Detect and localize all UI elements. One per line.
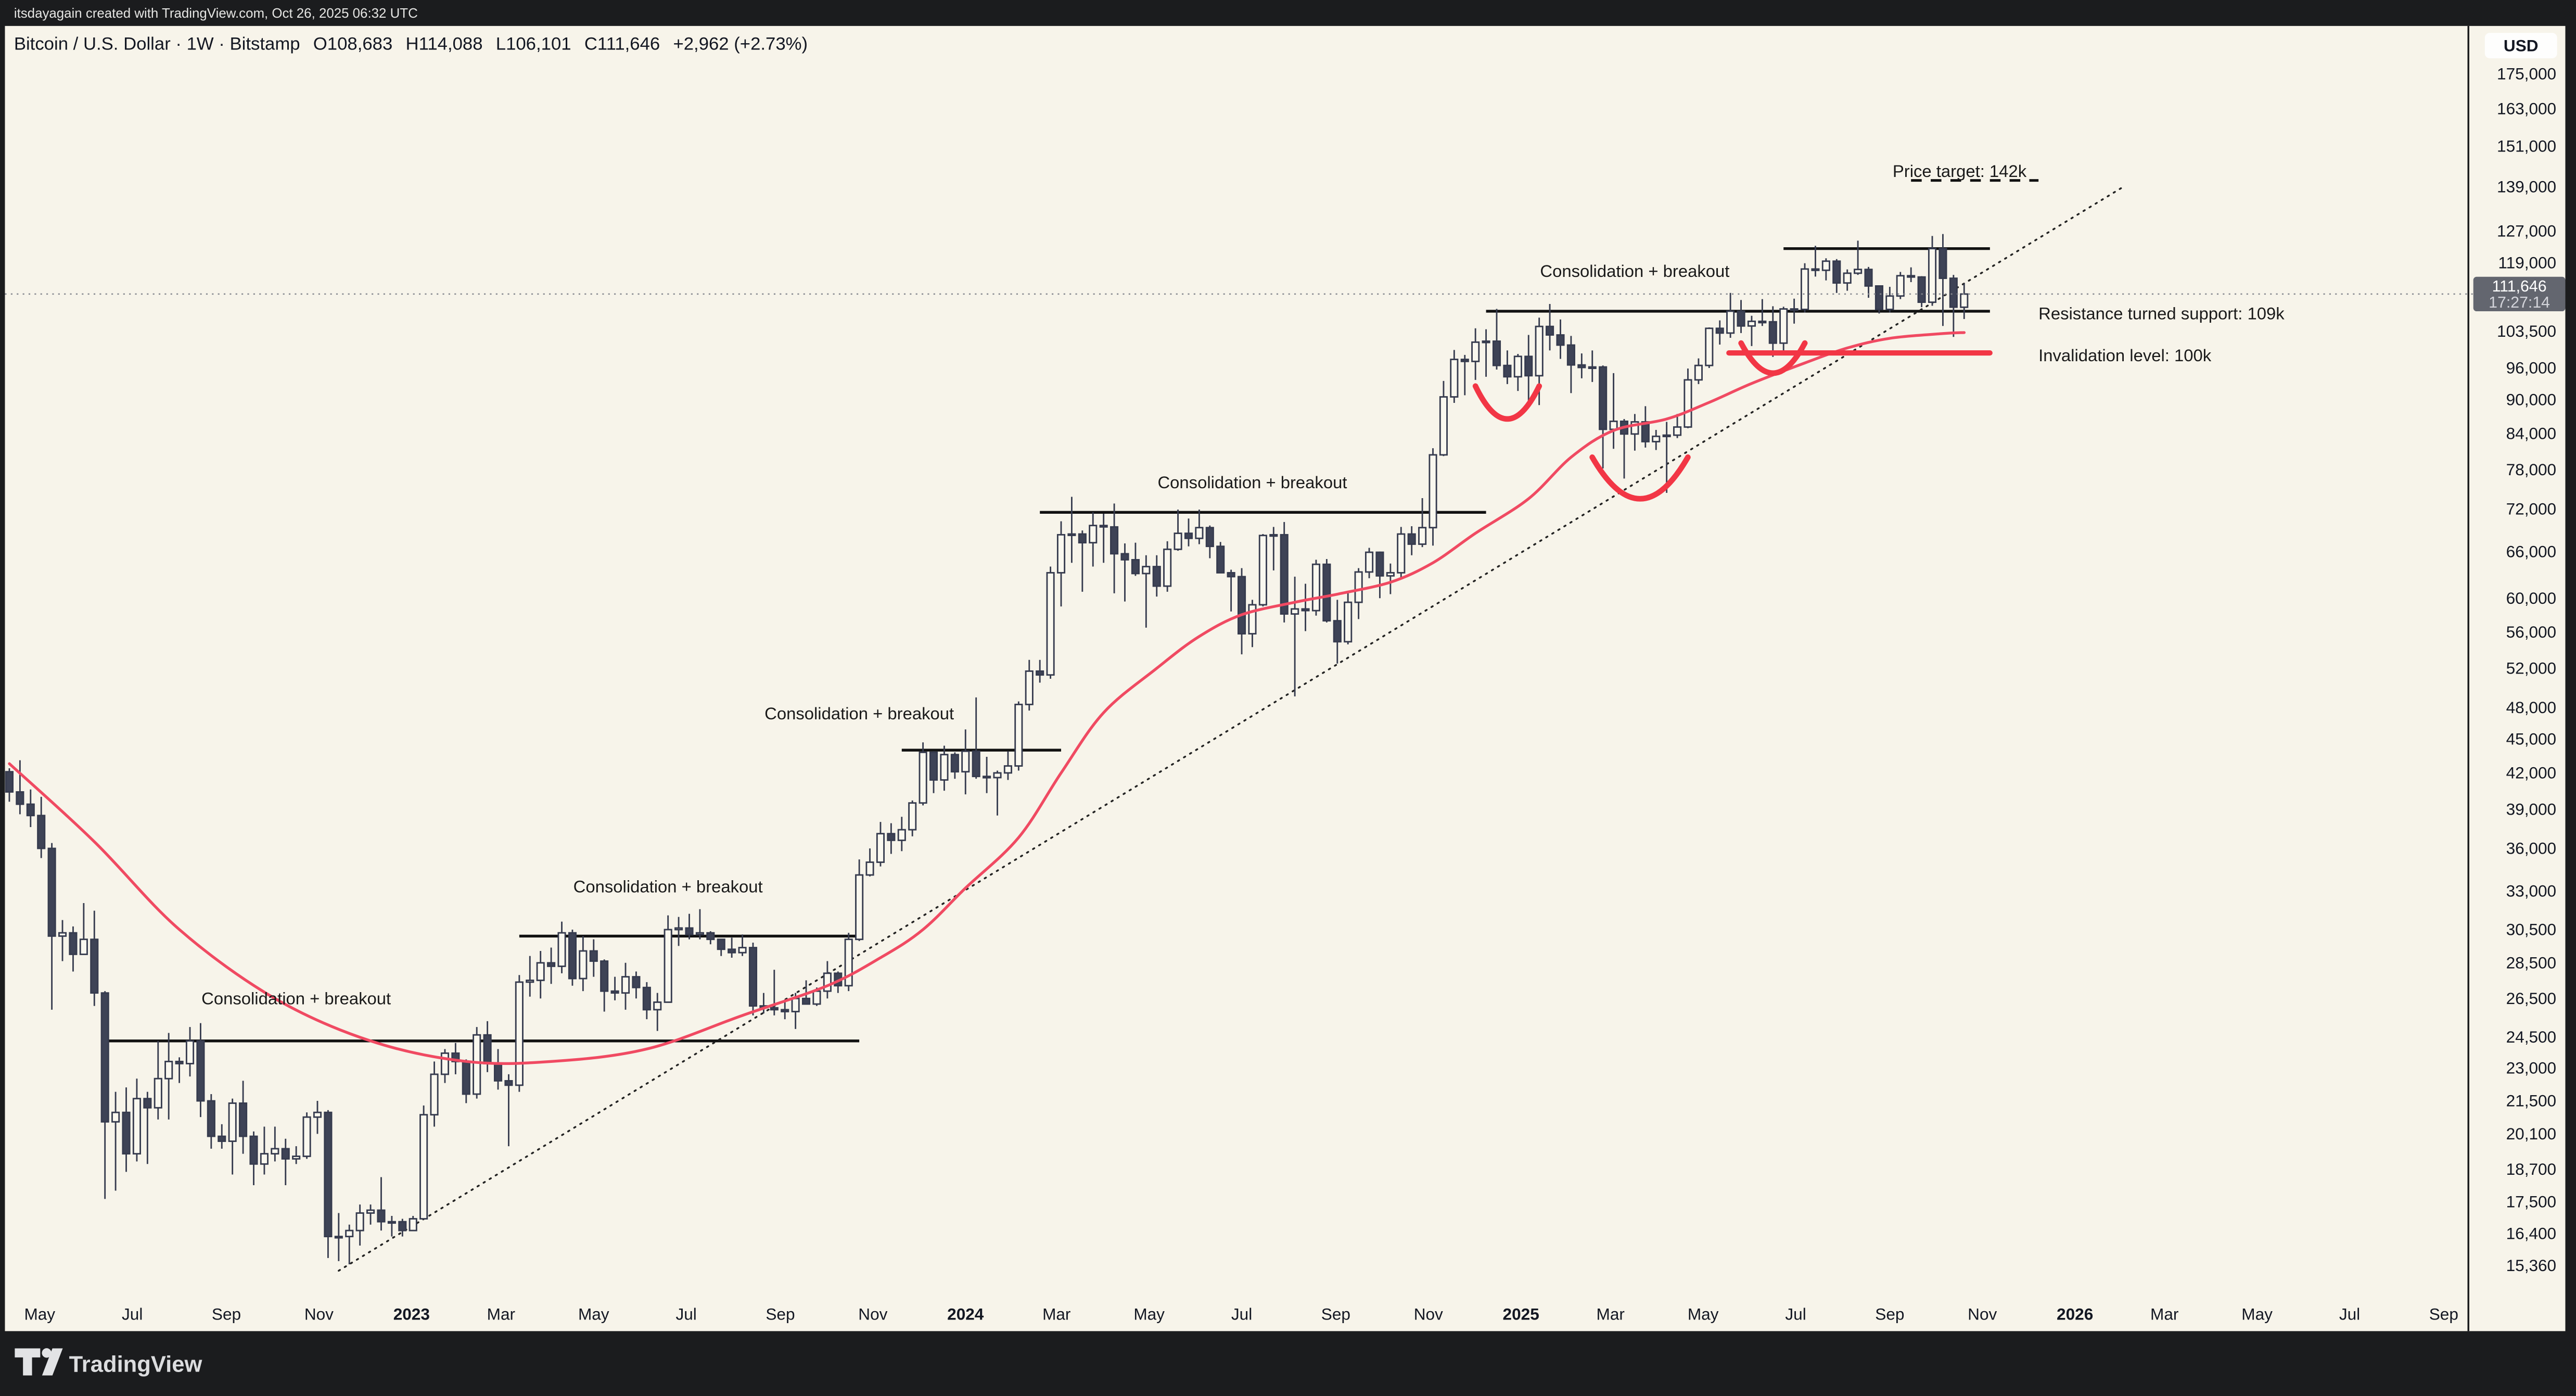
bottom-brand-band xyxy=(0,1331,2576,1396)
chart-annotation: Consolidation + breakout xyxy=(1540,261,1729,281)
svg-text:163,000: 163,000 xyxy=(2497,99,2556,118)
svg-text:Nov: Nov xyxy=(1968,1304,1997,1323)
svg-text:151,000: 151,000 xyxy=(2497,137,2556,156)
svg-text:Jul: Jul xyxy=(675,1304,696,1323)
chart-annotation: Consolidation + breakout xyxy=(1157,473,1347,492)
svg-text:Nov: Nov xyxy=(304,1304,334,1323)
svg-text:42,000: 42,000 xyxy=(2506,764,2557,782)
svg-text:2024: 2024 xyxy=(947,1304,984,1323)
svg-text:39,000: 39,000 xyxy=(2506,799,2557,818)
svg-text:Nov: Nov xyxy=(858,1304,887,1323)
svg-text:90,000: 90,000 xyxy=(2506,390,2557,409)
svg-text:2026: 2026 xyxy=(2057,1304,2093,1323)
svg-text:Sep: Sep xyxy=(2429,1304,2458,1323)
chart-annotation: Price target: 142k xyxy=(1893,161,2027,181)
candlestick-series[interactable] xyxy=(5,234,1969,1265)
svg-text:96,000: 96,000 xyxy=(2506,359,2557,377)
svg-text:15,360: 15,360 xyxy=(2506,1256,2557,1275)
chart-annotation: Invalidation level: 100k xyxy=(2038,346,2212,365)
svg-text:56,000: 56,000 xyxy=(2506,623,2557,641)
chart-annotation: Consolidation + breakout xyxy=(201,988,391,1008)
svg-text:Nov: Nov xyxy=(1414,1304,1443,1323)
currency-label: USD xyxy=(2504,36,2539,55)
svg-text:17,500: 17,500 xyxy=(2506,1192,2557,1211)
chart-annotation: Consolidation + breakout xyxy=(764,704,954,723)
top-attribution-bar xyxy=(0,0,2576,26)
svg-text:52,000: 52,000 xyxy=(2506,659,2557,678)
frame-left-border xyxy=(0,0,5,1334)
trendline-dotted xyxy=(338,185,2125,1272)
annotation-labels: Consolidation + breakout Consolidation + … xyxy=(201,161,2285,1008)
svg-text:Mar: Mar xyxy=(1597,1304,1625,1323)
chart-annotation: Resistance turned support: 109k xyxy=(2038,303,2285,323)
svg-text:Mar: Mar xyxy=(487,1304,515,1323)
svg-text:60,000: 60,000 xyxy=(2506,589,2557,607)
svg-text:May: May xyxy=(1688,1304,1719,1323)
bar-countdown: 17:27:14 xyxy=(2489,294,2550,311)
svg-text:May: May xyxy=(1133,1304,1165,1323)
svg-text:23,000: 23,000 xyxy=(2506,1058,2557,1077)
svg-text:20,100: 20,100 xyxy=(2506,1124,2557,1143)
svg-text:May: May xyxy=(2241,1304,2273,1323)
symbol-title[interactable]: Bitcoin / U.S. Dollar · 1W · Bitstamp O10… xyxy=(14,34,808,54)
svg-text:18,700: 18,700 xyxy=(2506,1160,2557,1178)
chart-annotation: Consolidation + breakout xyxy=(573,877,763,896)
svg-text:28,500: 28,500 xyxy=(2506,954,2557,972)
svg-text:2025: 2025 xyxy=(1503,1304,1539,1323)
svg-text:26,500: 26,500 xyxy=(2506,989,2557,1008)
svg-text:21,500: 21,500 xyxy=(2506,1092,2557,1110)
svg-text:36,000: 36,000 xyxy=(2506,839,2557,858)
moving-average-line xyxy=(8,331,1966,1065)
svg-text:Sep: Sep xyxy=(1321,1304,1350,1323)
svg-text:45,000: 45,000 xyxy=(2506,730,2557,748)
svg-text:Mar: Mar xyxy=(1042,1304,1070,1323)
svg-text:16,400: 16,400 xyxy=(2506,1224,2557,1243)
svg-text:2023: 2023 xyxy=(393,1304,430,1323)
currency-box[interactable] xyxy=(2484,33,2557,59)
svg-text:33,000: 33,000 xyxy=(2506,882,2557,900)
svg-text:Sep: Sep xyxy=(766,1304,795,1323)
svg-text:103,500: 103,500 xyxy=(2497,322,2556,340)
svg-text:66,000: 66,000 xyxy=(2506,542,2557,561)
svg-text:Jul: Jul xyxy=(2339,1304,2360,1323)
svg-text:Sep: Sep xyxy=(1875,1304,1904,1323)
svg-text:May: May xyxy=(578,1304,609,1323)
svg-text:Sep: Sep xyxy=(212,1304,241,1323)
svg-text:72,000: 72,000 xyxy=(2506,499,2557,518)
svg-text:139,000: 139,000 xyxy=(2497,177,2556,196)
svg-text:175,000: 175,000 xyxy=(2497,65,2556,83)
price-axis[interactable]: 175,000 163,000 151,000 139,000 127,000 119,0… xyxy=(2497,65,2556,1275)
svg-text:Jul: Jul xyxy=(1785,1304,1806,1323)
svg-text:84,000: 84,000 xyxy=(2506,424,2557,442)
tradingview-wordmark: TradingView xyxy=(69,1352,202,1377)
tradingview-icon xyxy=(15,1348,63,1376)
svg-text:Jul: Jul xyxy=(1231,1304,1252,1323)
time-axis[interactable]: May Jul Sep Nov 2023 Mar May Jul Sep Nov 2024 Mar Ma… xyxy=(24,1304,2458,1323)
svg-text:May: May xyxy=(24,1304,55,1323)
svg-text:24,500: 24,500 xyxy=(2506,1027,2557,1046)
attribution-text: itsdayagain created with TradingView.com… xyxy=(14,6,418,21)
svg-text:30,500: 30,500 xyxy=(2506,920,2557,939)
svg-text:78,000: 78,000 xyxy=(2506,460,2557,479)
last-price-label: 111,646 xyxy=(2492,278,2547,295)
tradingview-logo[interactable]: TradingView xyxy=(15,1348,202,1377)
svg-text:48,000: 48,000 xyxy=(2506,698,2557,717)
svg-text:Mar: Mar xyxy=(2150,1304,2178,1323)
svg-text:Jul: Jul xyxy=(122,1304,143,1323)
frame-right-border xyxy=(2565,0,2576,1334)
red-annotations xyxy=(1472,179,2039,502)
svg-text:127,000: 127,000 xyxy=(2497,221,2556,240)
svg-text:119,000: 119,000 xyxy=(2498,253,2556,272)
